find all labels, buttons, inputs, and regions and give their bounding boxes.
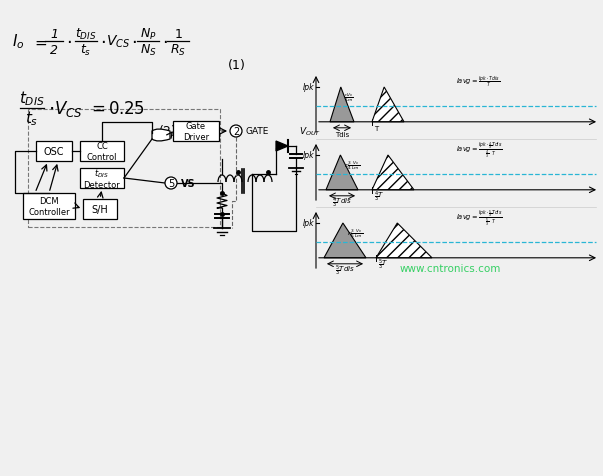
Circle shape xyxy=(165,178,177,189)
Text: $Iavg=\frac{Ipk \cdot \frac{4}{3} Tdis}{\frac{4}{3} \cdot T}$: $Iavg=\frac{Ipk \cdot \frac{4}{3} Tdis}{… xyxy=(456,140,503,159)
Text: $R_S$: $R_S$ xyxy=(170,42,186,58)
Text: $V_{OUT}$: $V_{OUT}$ xyxy=(299,126,321,138)
Text: $(2)$: $(2)$ xyxy=(158,123,177,138)
Text: $\cdot$: $\cdot$ xyxy=(162,32,168,50)
Bar xyxy=(80,169,124,188)
Text: $\cdot$: $\cdot$ xyxy=(66,32,72,50)
Polygon shape xyxy=(326,156,358,190)
Bar xyxy=(23,194,75,219)
Text: $= 0.25$: $= 0.25$ xyxy=(88,100,145,118)
Text: $\cdot$: $\cdot$ xyxy=(48,98,54,117)
Text: $\frac{4}{3}Tdis$: $\frac{4}{3}Tdis$ xyxy=(332,195,352,209)
Text: $V_{CS}$: $V_{CS}$ xyxy=(54,99,82,119)
Text: $t_s$: $t_s$ xyxy=(25,109,39,128)
Text: 2: 2 xyxy=(50,43,58,56)
Text: $N_P$: $N_P$ xyxy=(140,26,156,41)
Text: OSC: OSC xyxy=(44,147,65,157)
Text: T: T xyxy=(374,126,378,131)
Text: Gate
Driver: Gate Driver xyxy=(183,122,209,141)
Text: S/H: S/H xyxy=(92,205,109,215)
Text: Ipk: Ipk xyxy=(303,83,314,92)
Text: 5: 5 xyxy=(168,178,174,188)
Polygon shape xyxy=(324,224,366,258)
Polygon shape xyxy=(372,156,414,190)
Text: $t_s$: $t_s$ xyxy=(80,42,92,58)
Bar xyxy=(80,142,124,162)
Text: $\frac{5}{3}Tdis$: $\frac{5}{3}Tdis$ xyxy=(335,263,355,278)
Text: 1: 1 xyxy=(50,28,58,40)
Circle shape xyxy=(230,126,242,138)
Text: VS: VS xyxy=(181,178,195,188)
Polygon shape xyxy=(376,224,432,258)
Text: $\frac{5}{3}T$: $\frac{5}{3}T$ xyxy=(378,257,389,271)
Text: Ipk: Ipk xyxy=(303,219,314,228)
Text: $t_{DIS}$
Detector: $t_{DIS}$ Detector xyxy=(84,167,121,190)
Text: $n\frac{3}{5}\frac{V_o}{Lm}$: $n\frac{3}{5}\frac{V_o}{Lm}$ xyxy=(347,227,363,239)
Bar xyxy=(28,110,220,228)
Text: $I_o$: $I_o$ xyxy=(12,32,25,51)
Text: GATE: GATE xyxy=(246,127,270,136)
Text: www.cntronics.com: www.cntronics.com xyxy=(399,263,500,273)
Text: $t_{DIS}$: $t_{DIS}$ xyxy=(19,89,45,108)
Text: $1$: $1$ xyxy=(174,28,182,40)
Text: 2: 2 xyxy=(233,127,239,137)
Bar xyxy=(173,122,219,142)
PathPatch shape xyxy=(152,130,170,142)
Text: $V_{CS}$: $V_{CS}$ xyxy=(106,34,130,50)
Polygon shape xyxy=(330,88,354,122)
Text: $\frac{nV_o}{Lm}$: $\frac{nV_o}{Lm}$ xyxy=(344,91,354,103)
Bar xyxy=(36,142,72,162)
Text: $\cdot$: $\cdot$ xyxy=(131,32,137,50)
Text: $n\frac{3}{4}\frac{V_o}{Lm}$: $n\frac{3}{4}\frac{V_o}{Lm}$ xyxy=(344,159,360,171)
Text: CC
Control: CC Control xyxy=(87,142,117,161)
Text: $Iavg=\frac{Ipk \cdot \frac{5}{3} Tdis}{\frac{5}{3} \cdot T}$: $Iavg=\frac{Ipk \cdot \frac{5}{3} Tdis}{… xyxy=(456,208,503,228)
Polygon shape xyxy=(276,142,288,152)
Text: $t_{DIS}$: $t_{DIS}$ xyxy=(75,26,96,41)
Text: Tdis: Tdis xyxy=(335,131,349,138)
Text: $N_S$: $N_S$ xyxy=(140,42,156,58)
Text: $(1)$: $(1)$ xyxy=(227,56,245,71)
Text: Ipk: Ipk xyxy=(303,151,314,160)
Bar xyxy=(83,199,117,219)
Polygon shape xyxy=(372,88,404,122)
Text: $Iavg=\frac{Ipk \cdot Tdis}{T}$: $Iavg=\frac{Ipk \cdot Tdis}{T}$ xyxy=(456,74,500,89)
Text: $=$: $=$ xyxy=(32,34,48,50)
Text: $\frac{4}{3}T$: $\frac{4}{3}T$ xyxy=(374,189,385,203)
Text: $\cdot$: $\cdot$ xyxy=(100,32,106,50)
Text: DCM
Controller: DCM Controller xyxy=(28,197,70,216)
